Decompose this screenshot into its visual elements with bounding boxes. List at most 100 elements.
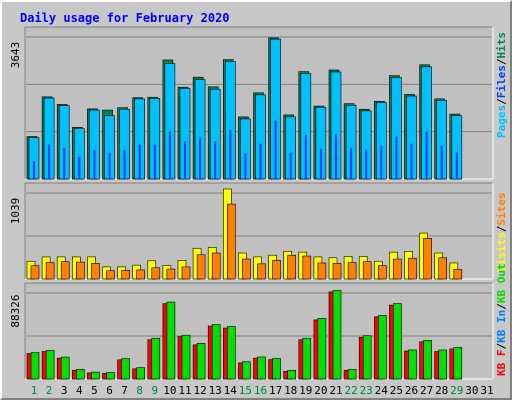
bar-kb-out <box>30 352 40 380</box>
bar-kb-out <box>317 318 327 380</box>
bar-sites <box>287 254 297 280</box>
bar-sites <box>438 257 448 280</box>
legend-entry: Files <box>495 65 508 98</box>
bar-kb-out <box>106 372 115 380</box>
day-label: 30 <box>465 384 478 397</box>
legend-entry: Pages <box>495 105 508 138</box>
day-label: 2 <box>46 384 53 397</box>
legend-entry: / <box>495 58 508 65</box>
bar-pages <box>63 147 66 179</box>
bar-kb-out <box>257 356 266 380</box>
bar-kb-out <box>242 361 251 380</box>
panel-bottom-ymax-label: 88326 <box>9 294 22 327</box>
bar-kb-out <box>211 324 221 380</box>
day-label: 10 <box>163 384 176 397</box>
bar-pages <box>199 137 202 179</box>
day-label: 15 <box>239 384 252 397</box>
bar-sites <box>136 269 145 280</box>
day-label: 29 <box>450 384 463 397</box>
bar-pages <box>304 134 307 179</box>
bar-sites <box>45 262 55 280</box>
bar-sites <box>408 257 417 280</box>
bar-kb-out <box>393 303 402 380</box>
panel-top-legend: Pages/Files/Hits <box>495 32 508 138</box>
day-label: 31 <box>480 384 493 397</box>
bar-pages <box>410 143 413 179</box>
bar-pages <box>184 141 186 179</box>
bar-sites <box>453 269 463 280</box>
day-label: 18 <box>284 384 297 397</box>
legend-entry: Visits <box>495 232 508 272</box>
bar-sites <box>196 254 206 280</box>
bar-kb-out <box>287 370 297 380</box>
day-label: 12 <box>193 384 206 397</box>
bar-kb-out <box>302 337 312 380</box>
bar-sites <box>227 203 236 280</box>
bar-pages <box>153 144 156 179</box>
bar-kb-out <box>196 343 206 380</box>
day-label: 28 <box>435 384 448 397</box>
bar-pages <box>33 161 35 179</box>
day-label: 11 <box>178 384 191 397</box>
bar-pages <box>229 130 232 179</box>
bar-sites <box>106 270 115 280</box>
bar-sites <box>181 266 191 280</box>
bar-sites <box>76 261 85 280</box>
bar-sites <box>91 263 100 280</box>
legend-entry: KB F <box>495 350 508 377</box>
legend-entry: KB In <box>495 310 508 343</box>
bar-sites <box>211 252 221 280</box>
panel-top-ymax-label: 3643 <box>9 42 22 69</box>
day-label: 22 <box>344 384 357 397</box>
bar-pages <box>365 150 368 179</box>
bar-pages <box>259 143 262 179</box>
bar-pages <box>214 141 217 179</box>
day-label: 21 <box>329 384 342 397</box>
bar-sites <box>151 267 161 280</box>
bar-sites <box>362 261 372 280</box>
day-label: 16 <box>254 384 267 397</box>
bar-sites <box>317 262 327 280</box>
bar-pages <box>319 148 322 179</box>
bar-sites <box>347 262 357 280</box>
bar-pages <box>48 144 51 179</box>
bar-kb-out <box>453 347 463 380</box>
day-label: 1 <box>31 384 38 397</box>
day-label: 3 <box>61 384 68 397</box>
bar-kb-out <box>227 326 236 380</box>
chart-title: Daily usage for February 2020 <box>20 11 230 25</box>
day-label: 6 <box>106 384 113 397</box>
day-label: 8 <box>136 384 143 397</box>
bar-kb-out <box>121 358 130 380</box>
day-label: 23 <box>360 384 373 397</box>
bar-pages <box>123 150 126 179</box>
bar-sites <box>121 270 130 280</box>
legend-entry: / <box>495 343 508 350</box>
bar-kb-out <box>332 290 342 380</box>
bar-kb-out <box>347 369 357 380</box>
legend-entry: / <box>495 98 508 105</box>
bar-kb-out <box>91 371 100 380</box>
bar-sites <box>166 268 176 280</box>
bar-kb-out <box>166 301 176 380</box>
panel-middle-ymax-label: 1039 <box>9 198 22 225</box>
day-label: 25 <box>390 384 403 397</box>
bar-pages <box>244 153 247 179</box>
day-label: 17 <box>269 384 282 397</box>
bar-sites <box>302 255 312 280</box>
bar-kb-out <box>181 334 191 380</box>
bar-kb-out <box>136 367 145 380</box>
bar-sites <box>60 261 70 280</box>
day-label: 4 <box>76 384 83 397</box>
bar-sites <box>423 237 432 280</box>
bar-pages <box>274 120 277 179</box>
bar-kb-out <box>60 356 70 380</box>
bar-sites <box>272 260 281 280</box>
bar-pages <box>440 146 443 179</box>
bar-pages <box>78 156 81 179</box>
bar-kb-out <box>362 335 372 380</box>
bar-pages <box>335 134 337 179</box>
bar-pages <box>168 131 171 179</box>
